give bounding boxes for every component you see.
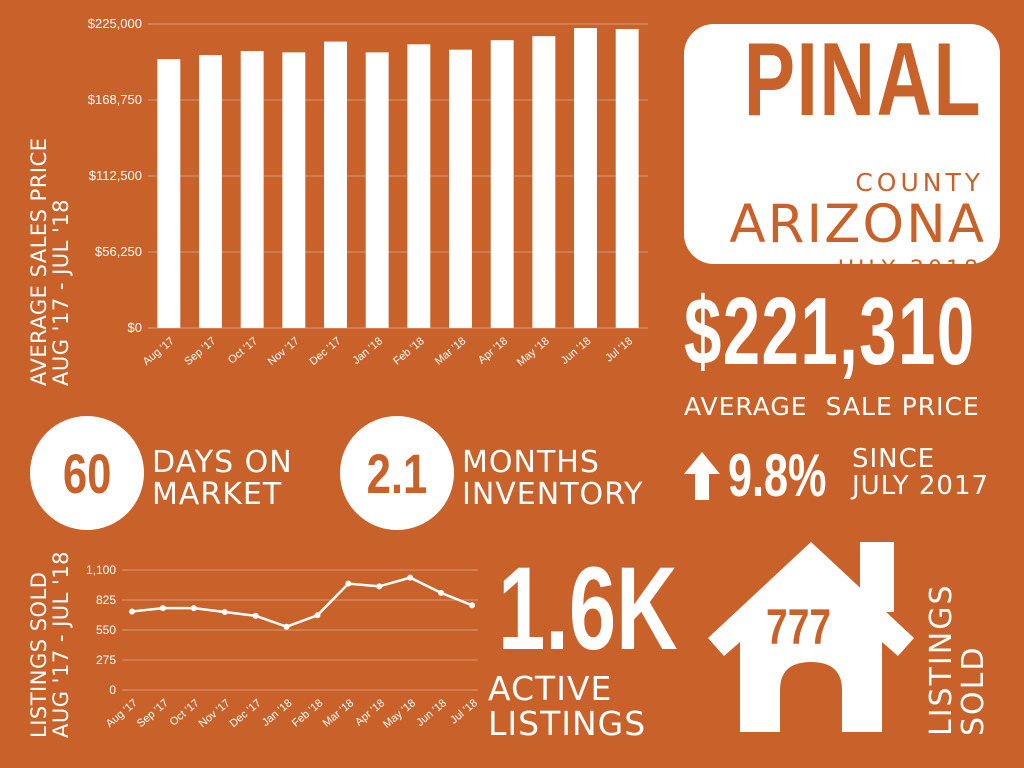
line-chart-point — [159, 605, 166, 612]
line-chart-xtick-label: Dec '17 — [228, 697, 264, 730]
line-chart-xtick-label: Jan '18 — [260, 697, 295, 729]
average-price-label: AVERAGE SALE PRICE — [684, 392, 998, 421]
active-listings-value: 1.6K — [498, 543, 678, 675]
listings-sold-label: LISTINGS SOLD — [924, 583, 991, 736]
line-chart-xtick-label: Jul '18 — [448, 697, 480, 726]
days-value: 60 — [62, 441, 112, 505]
bar-chart-bar — [240, 51, 264, 329]
line-chart-xtick-label: Jun '18 — [414, 697, 449, 729]
bar-chart-bar — [199, 55, 222, 328]
months-value: 2.1 — [366, 441, 428, 505]
bar-chart-bar — [532, 36, 556, 328]
line-chart-point — [252, 612, 259, 619]
line-chart-point — [345, 580, 352, 587]
bar-chart-xtick-label: Oct '17 — [226, 335, 260, 366]
bar-chart-ytick-label: $168,750 — [88, 92, 142, 107]
months-label-line2: INVENTORY — [462, 476, 644, 512]
bar-chart-xtick-label: May '18 — [515, 335, 552, 369]
line-chart-ytick-label: 275 — [96, 653, 116, 667]
line-chart-point — [438, 589, 445, 596]
days-label: DAYS ON MARKET — [152, 447, 293, 510]
bar-chart-bar — [574, 28, 597, 328]
arrow-up-icon — [684, 452, 720, 500]
bar-chart-bar — [449, 49, 472, 328]
line-chart-point — [314, 612, 321, 619]
report-period: JULY 2018 — [837, 257, 982, 282]
average-price-value: $221,310 — [684, 278, 976, 385]
line-chart-point — [283, 623, 290, 630]
bar-chart-ylabel-line2: AUG '17 - JUL '18 — [49, 198, 74, 386]
county-title: PINAL — [743, 22, 982, 138]
bar-chart-bar — [365, 52, 389, 329]
line-chart-ylabel: LISTINGS SOLD AUG '17 - JUL '18 — [27, 550, 74, 738]
bar-chart-ylabel-line1: AVERAGE SALES PRICE — [27, 137, 51, 386]
line-chart-ylabel-line2: AUG '17 - JUL '18 — [49, 550, 74, 738]
line-chart-series-line — [131, 576, 473, 629]
price-change-label-line2: JULY 2017 — [852, 471, 990, 502]
line-chart-point — [129, 608, 135, 615]
line-chart-point — [407, 574, 414, 581]
line-chart-point — [190, 605, 197, 612]
line-chart-ylabel-line1: LISTINGS SOLD — [27, 571, 51, 738]
bar-chart-xtick-label: Mar '18 — [433, 335, 469, 368]
line-chart-xtick-label: Aug '17 — [104, 697, 140, 730]
line-chart-point — [221, 609, 228, 615]
bar-chart-bar — [157, 59, 181, 329]
bar-chart: $0 $56,250 $112,500 $168,750 $225,000 Aug '17… — [88, 16, 648, 369]
bar-chart-bar — [407, 44, 431, 329]
bar-chart-ytick-label: $0 — [128, 320, 142, 335]
bar-chart-xtick-label: Sep '17 — [182, 335, 218, 368]
line-chart-point — [376, 583, 383, 590]
line-chart-ytick-label: 0 — [109, 683, 116, 697]
county-subtitle: COUNTY — [855, 168, 984, 197]
bar-chart-bar — [490, 40, 514, 329]
bar-chart-ytick-label: $112,500 — [89, 168, 142, 183]
bar-chart-xtick-label: Feb '18 — [391, 335, 427, 368]
line-chart-xtick-label: Sep '17 — [135, 697, 171, 730]
listings-sold-value: 777 — [766, 599, 832, 655]
price-change-value: 9.8% — [728, 442, 827, 509]
listings-sold-label-line2: SOLD — [955, 645, 991, 736]
listings-sold-label-line1: LISTINGS — [924, 583, 959, 736]
line-chart-ytick-label: 825 — [96, 593, 116, 607]
bar-chart-bar — [324, 41, 347, 328]
bar-chart-ytick-label: $225,000 — [88, 16, 142, 31]
line-chart-point — [469, 602, 475, 609]
title-card: PINAL COUNTY ARIZONA JULY 2018 — [684, 22, 1000, 282]
line-chart-xtick-label: Nov '17 — [197, 697, 233, 730]
active-listings-label: ACTIVE LISTINGS — [488, 669, 647, 743]
bar-chart-bar — [282, 52, 306, 329]
state-title: ARIZONA — [729, 194, 986, 255]
line-chart-ytick-label: 550 — [96, 623, 116, 637]
bar-chart-ylabel: AVERAGE SALES PRICE AUG '17 - JUL '18 — [27, 137, 74, 386]
months-label-line1: MONTHS — [462, 445, 600, 480]
price-change-label-line1: SINCE — [852, 444, 936, 474]
average-price-label-b: SALE PRICE — [825, 392, 980, 421]
bar-chart-xtick-label: Jul '18 — [603, 335, 635, 364]
months-circle: 2.1 — [340, 416, 454, 530]
average-price-label-a: AVERAGE — [684, 392, 808, 421]
bar-chart-xtick-label: Dec '17 — [307, 335, 343, 368]
days-label-line2: MARKET — [152, 476, 283, 512]
months-label: MONTHS INVENTORY — [462, 447, 643, 510]
line-chart-xtick-label: Oct '17 — [168, 697, 202, 728]
days-circle: 60 — [30, 416, 144, 530]
line-chart-xtick-label: Feb '18 — [290, 697, 326, 730]
bar-chart-xtick-label: Aug '17 — [141, 335, 177, 368]
active-listings-label-line2: LISTINGS — [488, 703, 647, 743]
line-chart-xtick-label: Mar '18 — [321, 697, 357, 730]
price-change-label: SINCE JULY 2017 — [852, 444, 990, 502]
line-chart-xtick-label: May '18 — [381, 697, 418, 731]
bar-chart-xtick-label: Jan '18 — [350, 335, 385, 367]
bar-chart-xtick-label: Jun '18 — [559, 335, 594, 367]
bar-chart-bar — [615, 28, 639, 329]
bar-chart-xtick-label: Apr '18 — [476, 335, 510, 366]
line-chart-ytick-label: 1,100 — [86, 563, 116, 577]
house-icon — [708, 542, 914, 732]
active-listings-label-line1: ACTIVE — [488, 669, 613, 708]
bar-chart-xtick-label: Nov '17 — [266, 335, 302, 368]
days-label-line1: DAYS ON — [152, 445, 293, 480]
bar-chart-ytick-label: $56,250 — [95, 244, 142, 259]
